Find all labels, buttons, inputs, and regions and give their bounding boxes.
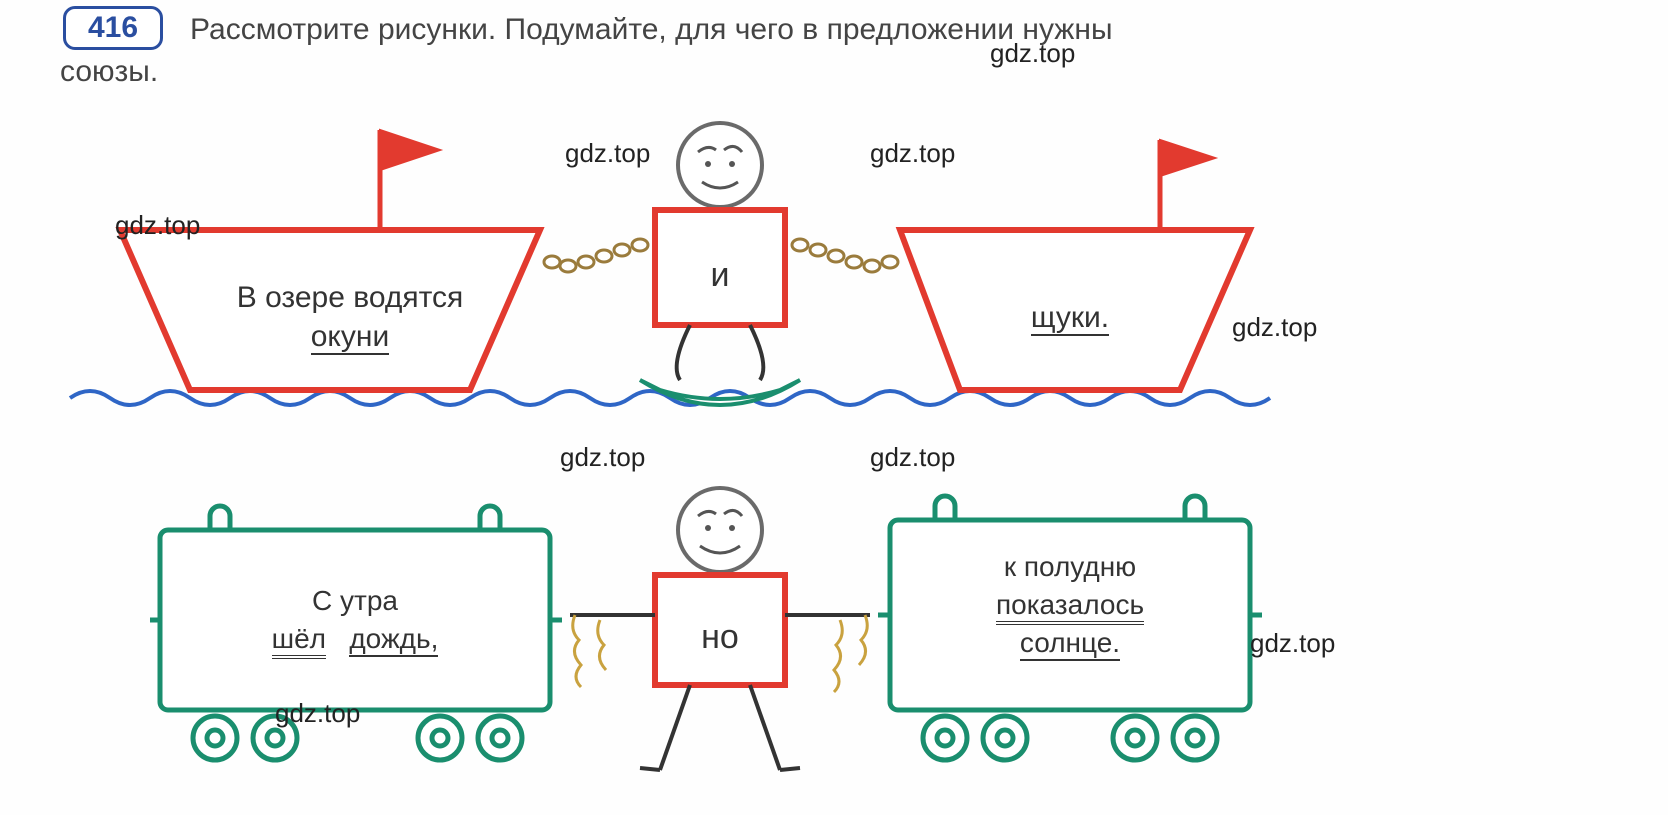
exercise-number-badge: 416 [63,6,163,50]
wagon-left-line2b: дождь, [349,623,438,657]
wagon-left-line2a: шёл [272,623,326,659]
boat-right [900,140,1250,390]
wagon-left-line1: С утра [312,585,398,616]
boat-right-text: щуки. [980,298,1160,337]
conj-no: но [695,615,745,659]
exercise-number: 416 [88,11,138,44]
wagon-right-line1: к полудню [1004,551,1136,582]
wagon-right-text: к полудню показалось солнце. [920,548,1220,661]
wagon-right-line3: солнце. [1020,627,1120,661]
wagon-left-text: С утра шёл дождь, [195,582,515,658]
boat-left-text: В озере водятся окуни [200,278,500,356]
instruction-line1: Рассмотрите рисунки. Подумайте, для чего… [190,10,1113,51]
instruction-line2: союзы. [60,52,158,93]
boat-right-line1: щуки. [1031,301,1109,336]
conj-i: и [700,253,740,297]
boat-left-line1: В озере водятся [237,281,464,314]
wagon-right-line2: показалось [996,589,1144,625]
boat-left-line2: окуни [311,320,389,355]
